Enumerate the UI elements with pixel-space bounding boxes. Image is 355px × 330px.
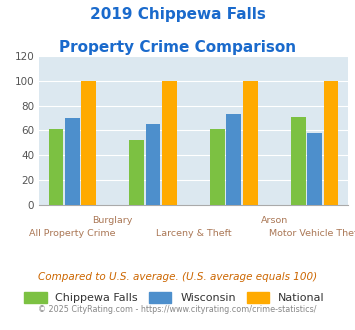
Text: Property Crime Comparison: Property Crime Comparison <box>59 40 296 54</box>
Bar <box>291 117 306 205</box>
Text: All Property Crime: All Property Crime <box>29 229 115 238</box>
Text: Compared to U.S. average. (U.S. average equals 100): Compared to U.S. average. (U.S. average … <box>38 272 317 282</box>
Bar <box>162 81 177 205</box>
Legend: Chippewa Falls, Wisconsin, National: Chippewa Falls, Wisconsin, National <box>20 287 329 308</box>
Bar <box>307 133 322 205</box>
Text: Motor Vehicle Theft: Motor Vehicle Theft <box>269 229 355 238</box>
Bar <box>65 118 80 205</box>
Text: Larceny & Theft: Larceny & Theft <box>155 229 231 238</box>
Text: Burglary: Burglary <box>92 216 133 225</box>
Bar <box>323 81 338 205</box>
Bar <box>130 140 144 205</box>
Bar <box>210 129 225 205</box>
Bar <box>243 81 257 205</box>
Text: Arson: Arson <box>261 216 288 225</box>
Bar <box>146 124 160 205</box>
Text: © 2025 CityRating.com - https://www.cityrating.com/crime-statistics/: © 2025 CityRating.com - https://www.city… <box>38 305 317 314</box>
Bar <box>49 129 64 205</box>
Text: 2019 Chippewa Falls: 2019 Chippewa Falls <box>89 7 266 21</box>
Bar <box>81 81 96 205</box>
Bar <box>226 114 241 205</box>
